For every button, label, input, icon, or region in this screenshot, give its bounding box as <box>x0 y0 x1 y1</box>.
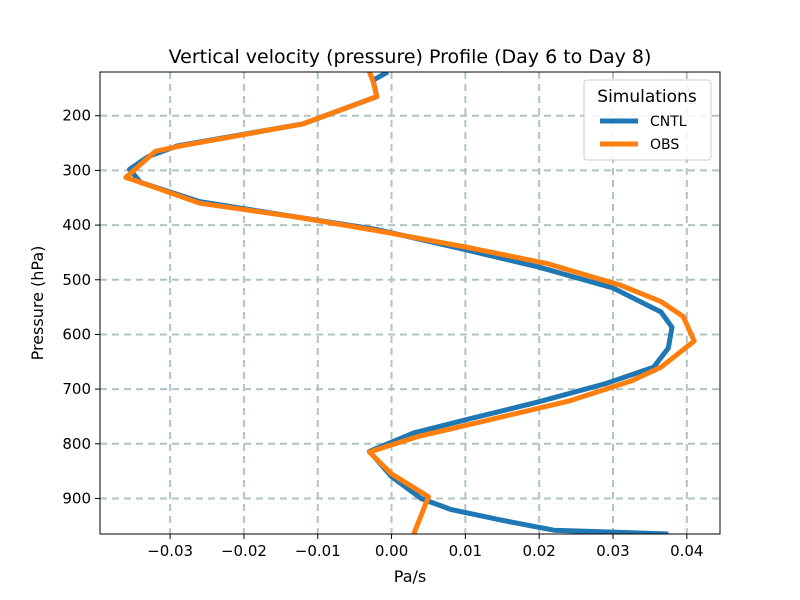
x-tick-label: −0.03 <box>147 542 193 560</box>
plot-frame <box>99 71 721 535</box>
legend-label-cntl: CNTL <box>650 114 687 130</box>
x-tick-label: 0.04 <box>670 542 703 560</box>
x-tick-label: 0.02 <box>522 542 555 560</box>
x-tick-label: 0.03 <box>596 542 629 560</box>
y-tick-label: 900 <box>62 489 91 507</box>
y-tick-label: 200 <box>62 107 91 125</box>
series-layer <box>123 72 697 534</box>
legend-label-obs: OBS <box>650 137 679 153</box>
x-tick-label: 0.01 <box>449 542 482 560</box>
y-tick-label: 700 <box>62 380 91 398</box>
y-tick-label: 600 <box>62 325 91 343</box>
x-tick-label: −0.01 <box>295 542 341 560</box>
legend-title: Simulations <box>597 87 697 107</box>
y-tick-label: 300 <box>62 161 91 179</box>
y-tick-label: 400 <box>62 216 91 234</box>
y-axis: 200 300 400 500 600 700 800 900 <box>62 107 100 507</box>
y-axis-label: Pressure (hPa) <box>28 246 47 361</box>
x-axis-label: Pa/s <box>394 567 426 586</box>
y-tick-label: 800 <box>62 435 91 453</box>
legend: Simulations CNTL OBS <box>583 79 712 161</box>
legend-box <box>583 79 712 161</box>
y-tick-label: 500 <box>62 271 91 289</box>
x-tick-label: −0.02 <box>221 542 267 560</box>
chart-title: Vertical velocity (pressure) Profile (Da… <box>169 46 652 68</box>
x-axis: −0.03 −0.02 −0.01 0.00 0.01 0.02 0.03 0.04 <box>147 534 703 560</box>
x-tick-label: 0.00 <box>375 542 408 560</box>
series-line-obs <box>123 72 697 534</box>
